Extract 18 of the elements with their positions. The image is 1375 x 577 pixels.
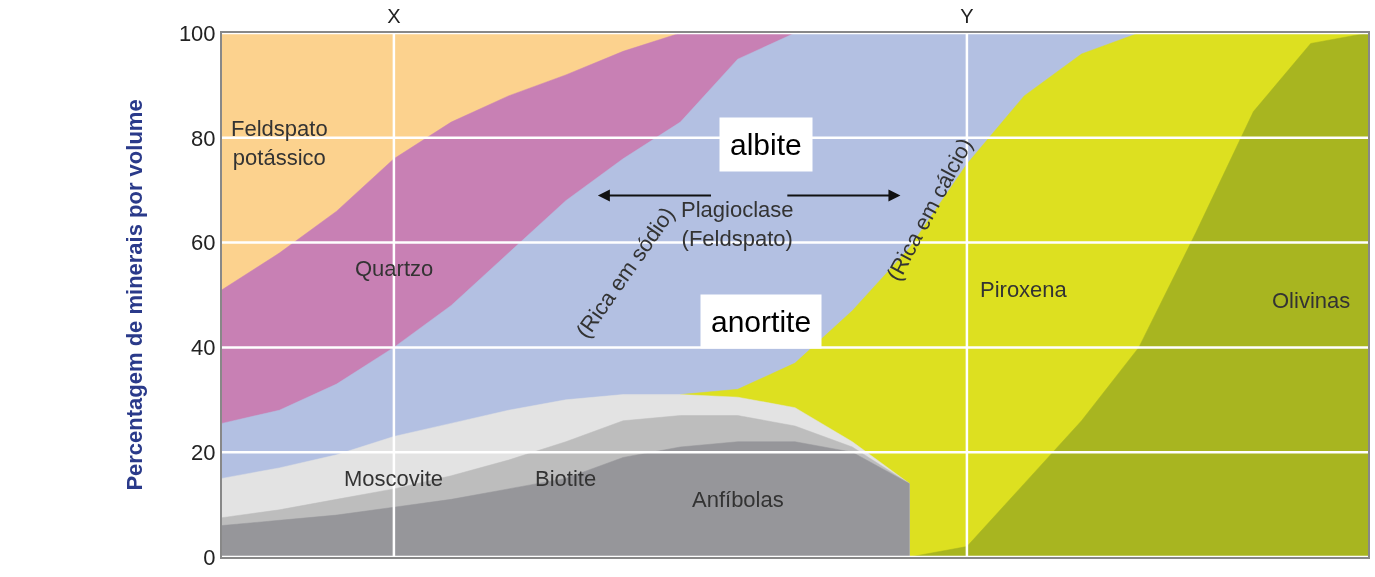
y-axis-title: Percentagem de minerais por volume (122, 99, 148, 491)
annotation: anortite (711, 305, 812, 338)
x-tick-label: X (387, 5, 401, 27)
series-label: Feldspato potássico (231, 116, 328, 170)
series-label: Piroxena (980, 277, 1068, 302)
series-label: Anfíbolas (692, 487, 784, 512)
y-tick-label: 20 (191, 439, 216, 465)
y-tick-label: 0 (203, 544, 216, 570)
y-tick-label: 100 (178, 20, 216, 46)
y-tick-label: 40 (191, 335, 216, 361)
series-label: Plagioclase (Feldspato) (681, 197, 794, 251)
y-tick-label: 80 (191, 125, 216, 151)
series-label: Olivinas (1272, 288, 1351, 313)
y-tick-label: 60 (191, 230, 216, 256)
x-tick-label: Y (960, 5, 974, 27)
series-label: Biotite (535, 466, 597, 491)
series-label: Moscovite (344, 466, 444, 491)
annotation: albite (730, 128, 802, 161)
